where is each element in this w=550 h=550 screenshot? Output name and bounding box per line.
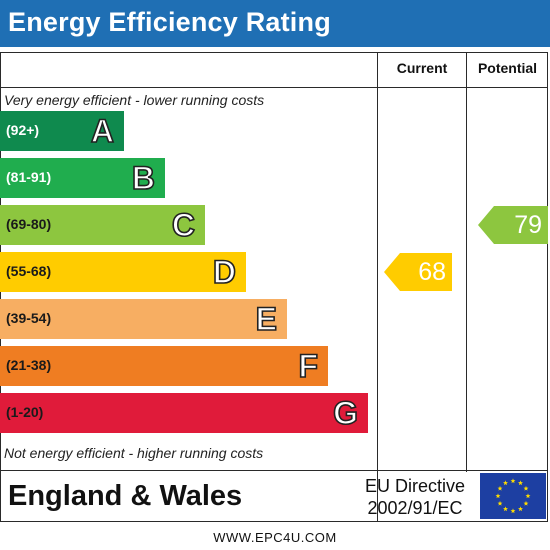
band-e: (39-54) E [0, 299, 287, 339]
eu-flag-icon [480, 473, 546, 519]
band-range-label: (55-68) [6, 263, 52, 279]
eu-star-icon [518, 480, 523, 486]
band-letter: A [90, 113, 115, 149]
header-row-divider [0, 87, 548, 88]
band-range-label: (21-38) [6, 357, 52, 373]
band-a: (92+) A [0, 111, 124, 151]
website-label: WWW.EPC4U.COM [213, 530, 337, 545]
eu-star-icon [503, 480, 508, 486]
eu-star-icon [503, 506, 508, 512]
potential-arrow-shape [478, 206, 548, 244]
band-range-label: (81-91) [6, 169, 52, 185]
band-letter: F [298, 348, 319, 384]
potential-column-divider [466, 52, 467, 472]
potential-rating-arrow: 79 [478, 206, 548, 244]
eu-star-icon [518, 506, 523, 512]
footer-row-divider [0, 470, 548, 471]
band-d: (55-68) D [0, 252, 246, 292]
eu-star-icon [510, 508, 516, 514]
band-letter: E [255, 301, 278, 337]
band-letter: B [131, 160, 156, 196]
current-rating-arrow: 68 [384, 253, 452, 291]
band-letter: C [171, 207, 196, 243]
band-b: (81-91) B [0, 158, 165, 198]
eu-stars [495, 478, 531, 514]
eu-directive: EU Directive 2002/91/EC [355, 475, 475, 519]
eu-star-icon [523, 485, 529, 491]
eu-star-icon [525, 493, 531, 499]
eu-star-icon [495, 493, 501, 499]
band-f: (21-38) F [0, 346, 328, 386]
bottom-note: Not energy efficient - higher running co… [4, 445, 264, 461]
current-rating-value: 68 [418, 258, 446, 286]
eu-directive-number: 2002/91/EC [367, 498, 463, 518]
band-letter: G [332, 395, 358, 431]
band-range-label: (39-54) [6, 310, 52, 326]
potential-column-header: Potential [477, 60, 538, 76]
band-letter: D [212, 254, 237, 290]
region-label: England & Wales [8, 480, 243, 512]
top-note: Very energy efficient - lower running co… [4, 92, 265, 108]
title-bar: Energy Efficiency Rating [0, 0, 550, 47]
band-range-label: (69-80) [6, 216, 52, 232]
eu-star-icon [497, 500, 503, 506]
chart-title: Energy Efficiency Rating [8, 7, 331, 37]
eu-directive-title: EU Directive [364, 476, 466, 496]
current-column-divider [377, 52, 378, 522]
eu-star-icon [510, 478, 516, 484]
current-column-header: Current [396, 60, 448, 76]
band-g: (1-20) G [0, 393, 368, 433]
eu-star-icon [497, 485, 503, 491]
current-arrow-shape [384, 253, 452, 291]
band-range-label: (1-20) [6, 404, 44, 420]
potential-rating-value: 79 [514, 211, 542, 239]
eu-star-icon [523, 500, 529, 506]
band-range-label: (92+) [6, 122, 40, 138]
band-c: (69-80) C [0, 205, 205, 245]
